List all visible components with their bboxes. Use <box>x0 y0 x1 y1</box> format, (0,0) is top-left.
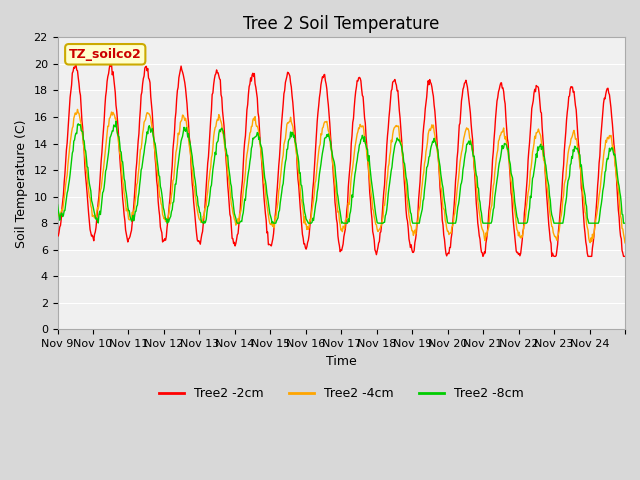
Text: TZ_soilco2: TZ_soilco2 <box>69 48 141 61</box>
Legend: Tree2 -2cm, Tree2 -4cm, Tree2 -8cm: Tree2 -2cm, Tree2 -4cm, Tree2 -8cm <box>154 382 528 405</box>
Title: Tree 2 Soil Temperature: Tree 2 Soil Temperature <box>243 15 440 33</box>
Y-axis label: Soil Temperature (C): Soil Temperature (C) <box>15 119 28 248</box>
X-axis label: Time: Time <box>326 355 356 368</box>
